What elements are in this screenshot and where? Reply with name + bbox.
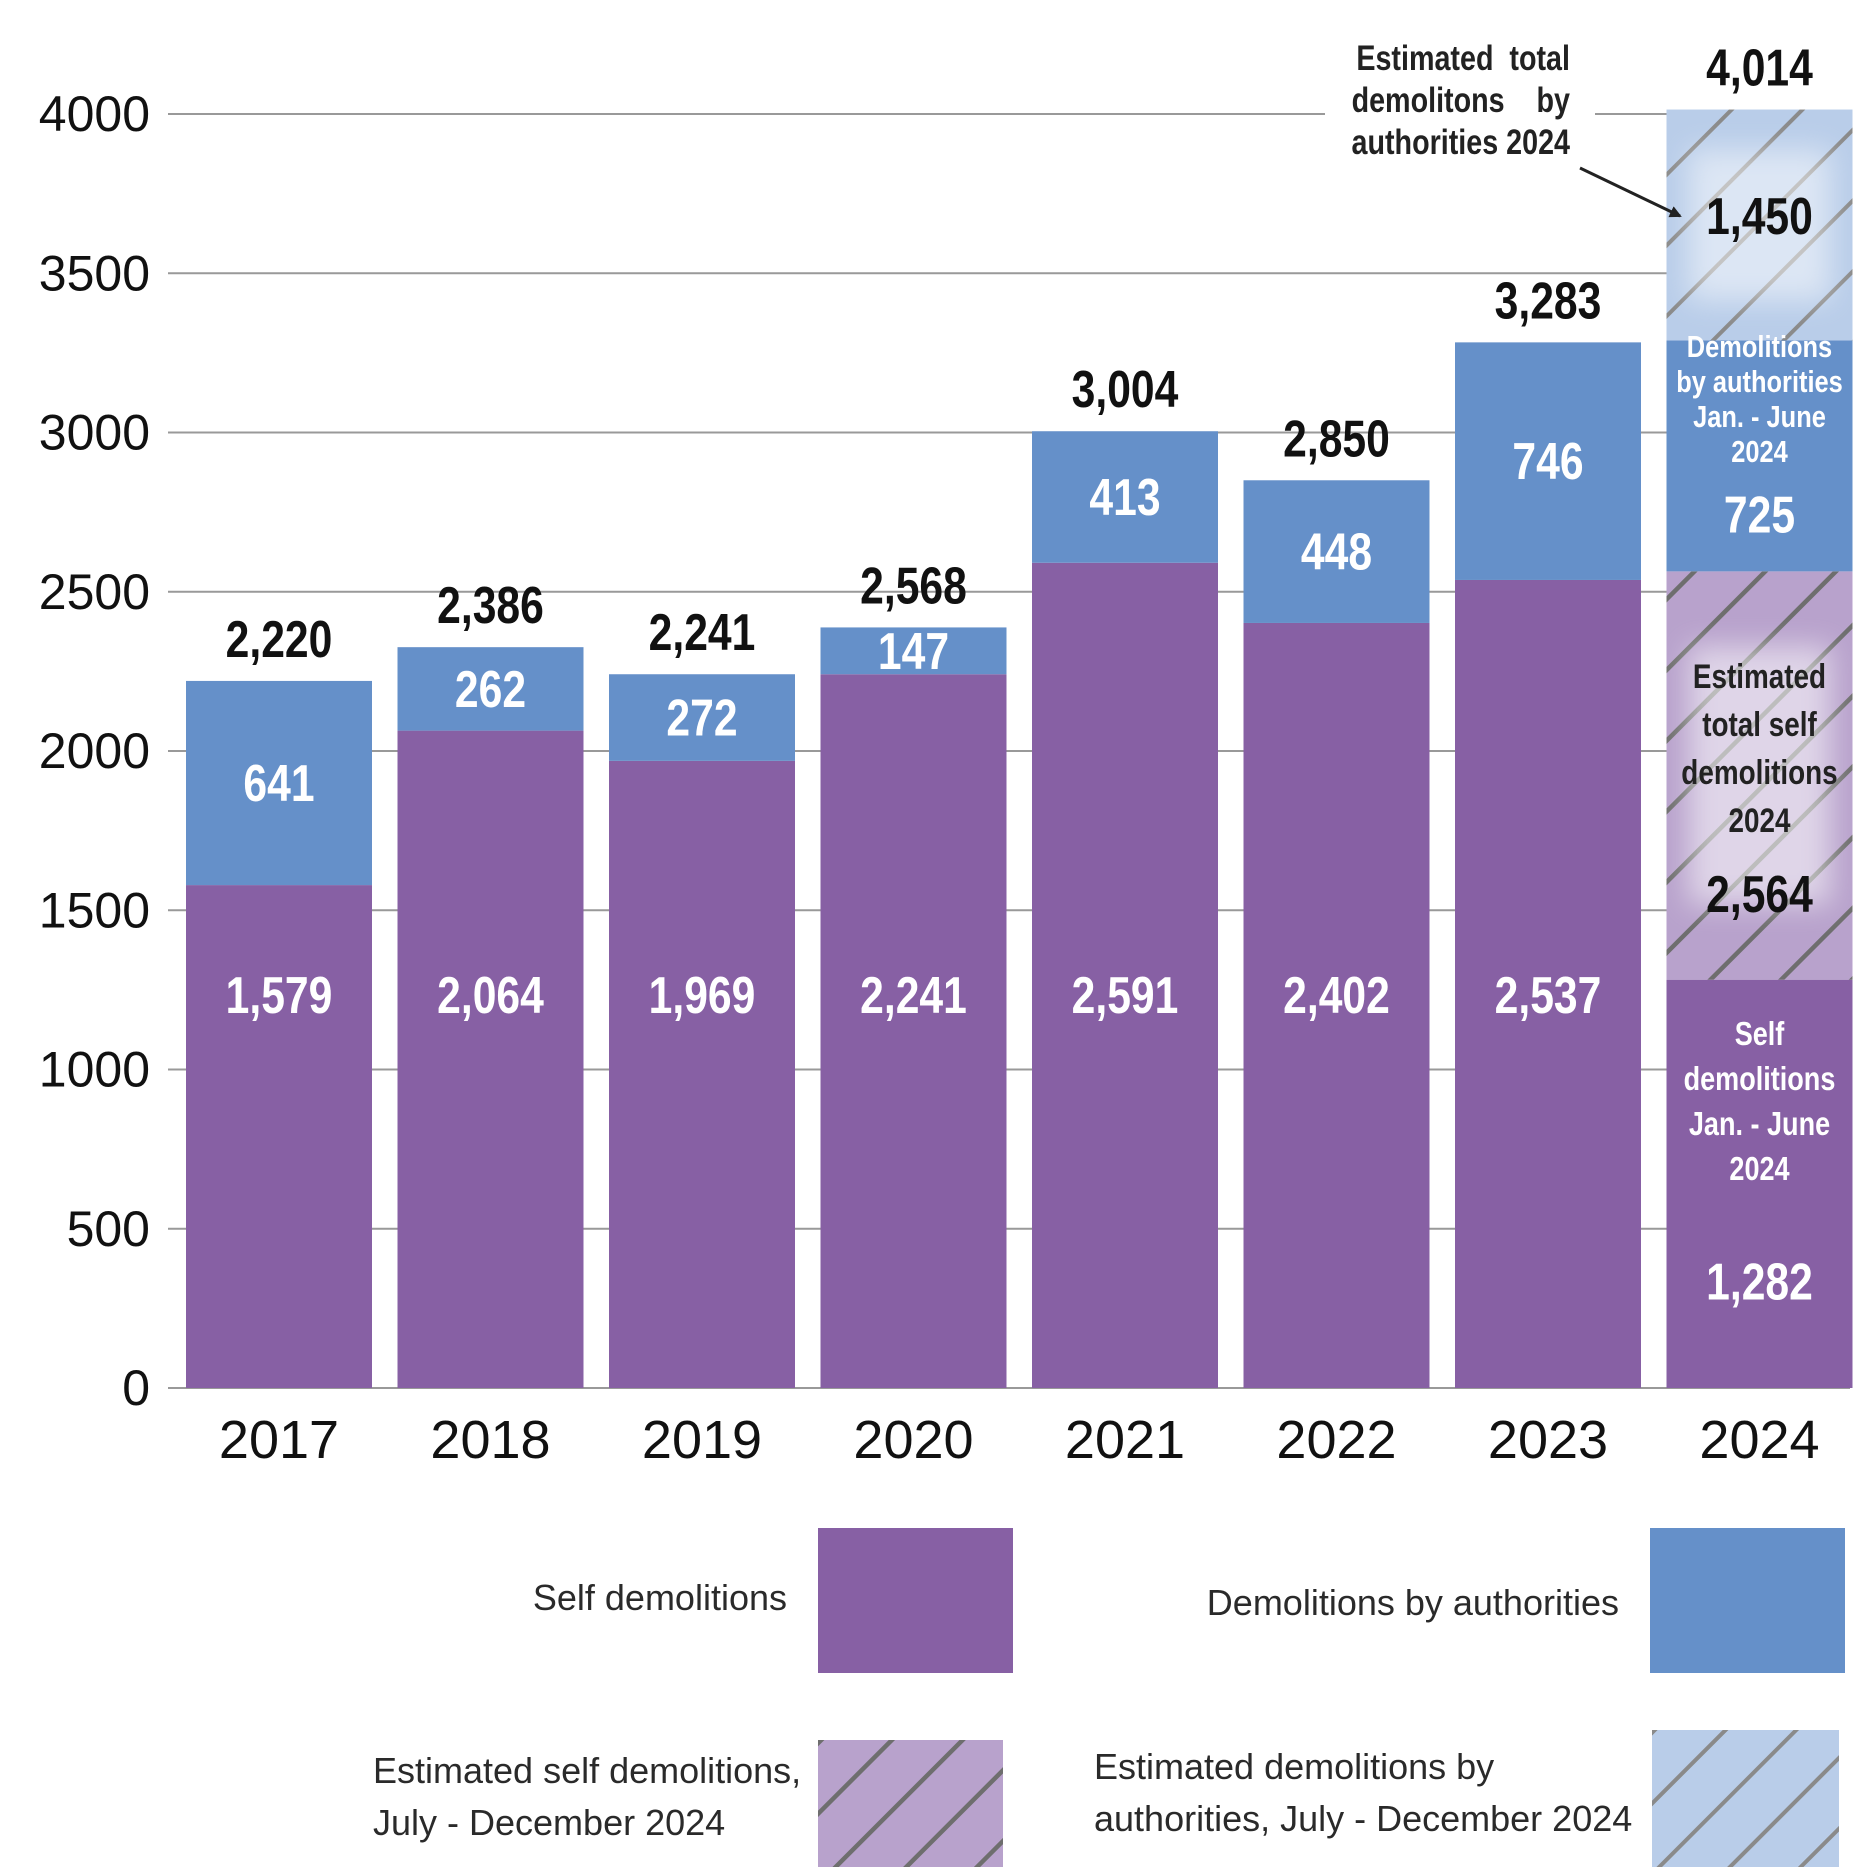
x-tick-label-2024: 2024 [1699, 1410, 1819, 1470]
est-auth-highlight [1688, 149, 1831, 301]
legend-authorities-label: Demolitions by authorities [1206, 1582, 1619, 1623]
bar-self-2020 [820, 674, 1007, 1388]
y-tick-label-3000: 3000 [39, 405, 150, 461]
y-tick-label-3500: 3500 [39, 245, 150, 301]
bar-self-2021 [1032, 562, 1218, 1388]
x-tick-label-2017: 2017 [219, 1410, 339, 1470]
est-total-authorities-line-1: Estimated total [1356, 38, 1570, 77]
legend-est-self-line-1: Estimated self demolitions, [373, 1750, 802, 1791]
total-label-2019: 2,241 [649, 604, 756, 662]
y-tick-label-4000: 4000 [39, 86, 150, 142]
authorities-value-label-2023: 746 [1512, 433, 1583, 491]
y-tick-label-2000: 2000 [39, 723, 150, 779]
authorities-value-label-2017: 641 [243, 755, 314, 813]
y-tick-label-1000: 1000 [39, 1042, 150, 1098]
legend-est-auth-line-1: Estimated demolitions by [1094, 1746, 1495, 1787]
est-total-authorities-value: 1,450 [1706, 188, 1813, 246]
callout-arrow [1579, 166, 1682, 218]
y-tick-label-2500: 2500 [39, 564, 150, 620]
bar-self-2018 [397, 730, 584, 1388]
self-value-label-2019: 1,969 [649, 967, 756, 1025]
authorities-value-label-2022: 448 [1301, 524, 1372, 582]
legend-est-auth-line-2: authorities, July - December 2024 [1094, 1798, 1633, 1839]
legend-est-auth-label: Estimated demolitions by authorities, Ju… [1094, 1741, 1634, 1845]
jan-june-authorities-line-2: by authorities [1676, 365, 1843, 400]
self-value-label-2022: 2,402 [1283, 967, 1390, 1025]
jan-june-self-line-3: Jan. - June [1689, 1107, 1830, 1143]
est-total-self-line-1: Estimated [1693, 657, 1826, 695]
x-tick-label-2020: 2020 [853, 1410, 973, 1470]
bar-self-2023 [1455, 579, 1641, 1388]
legend-self-swatch [818, 1528, 1013, 1673]
est-self-highlight [1688, 646, 1831, 905]
authorities-value-label-2024: 725 [1724, 487, 1795, 545]
bar-self-2019 [609, 760, 795, 1388]
total-label-2018: 2,386 [437, 577, 544, 635]
bar-authorities-2022 [1243, 480, 1430, 623]
est-total-authorities-line-3: authorities 2024 [1352, 122, 1571, 161]
x-tick-label-2018: 2018 [430, 1410, 550, 1470]
total-label-2024: 4,014 [1706, 40, 1813, 98]
bar-authorities-2024 [1666, 340, 1853, 572]
legend-est-self-label: Estimated self demolitions, July - Decem… [373, 1745, 813, 1849]
legend-est-auth-swatch [1652, 1730, 1839, 1867]
x-tick-label-2023: 2023 [1488, 1410, 1608, 1470]
bar-authorities-2018 [397, 647, 584, 731]
jan-june-self-line-1: Self [1735, 1017, 1785, 1053]
bar-self-2024 [1666, 979, 1853, 1388]
self-value-label-2021: 2,591 [1072, 967, 1179, 1025]
bar-self-2017 [186, 885, 372, 1388]
x-tick-label-2021: 2021 [1065, 1410, 1185, 1470]
bar-authorities-2020 [820, 627, 1007, 675]
y-tick-label-500: 500 [67, 1201, 150, 1257]
bar-authorities-2017 [186, 680, 372, 886]
total-label-2020: 2,568 [860, 557, 967, 615]
jan-june-self-line-4: 2024 [1729, 1152, 1789, 1188]
bar-self-2022 [1243, 622, 1430, 1388]
self-value-label-2024: 1,282 [1706, 1254, 1813, 1312]
total-label-2017: 2,220 [226, 611, 333, 669]
est-total-authorities-line-2: demolitons by [1352, 80, 1571, 119]
est-total-self-line-2: total self [1702, 705, 1817, 743]
legend-est-self-line-2: July - December 2024 [373, 1802, 726, 1843]
bar-authorities-2021 [1032, 431, 1218, 563]
est-total-self-line-4: 2024 [1728, 801, 1791, 839]
self-value-label-2017: 1,579 [226, 967, 333, 1025]
x-tick-label-2022: 2022 [1276, 1410, 1396, 1470]
x-tick-label-2019: 2019 [642, 1410, 762, 1470]
jan-june-self-line-2: demolitions [1684, 1062, 1836, 1098]
legend-self-label: Self demolitions [532, 1577, 787, 1618]
total-label-2021: 3,004 [1072, 361, 1179, 419]
jan-june-authorities-line-4: 2024 [1731, 435, 1788, 470]
y-tick-label-1500: 1500 [39, 882, 150, 938]
authorities-value-label-2020: 147 [878, 623, 949, 681]
authorities-value-label-2019: 272 [666, 690, 737, 748]
callout-background [1325, 30, 1595, 165]
total-label-2023: 3,283 [1495, 272, 1602, 330]
total-label-2022: 2,850 [1283, 410, 1390, 468]
jan-june-authorities-line-1: Demolitions [1687, 330, 1832, 365]
y-tick-label-0: 0 [122, 1360, 150, 1416]
self-value-label-2020: 2,241 [860, 967, 967, 1025]
authorities-value-label-2021: 413 [1089, 469, 1160, 527]
bar-authorities-2023 [1455, 342, 1641, 580]
self-value-label-2018: 2,064 [437, 967, 544, 1025]
self-value-label-2023: 2,537 [1495, 967, 1602, 1025]
legend-authorities-swatch [1650, 1528, 1845, 1673]
bar-authorities-2019 [609, 674, 795, 761]
jan-june-authorities-line-3: Jan. - June [1693, 400, 1826, 435]
est-total-self-value: 2,564 [1706, 866, 1813, 924]
legend-est-self-swatch [818, 1740, 1003, 1867]
authorities-value-label-2018: 262 [455, 661, 526, 719]
est-total-self-line-3: demolitions [1681, 753, 1837, 791]
